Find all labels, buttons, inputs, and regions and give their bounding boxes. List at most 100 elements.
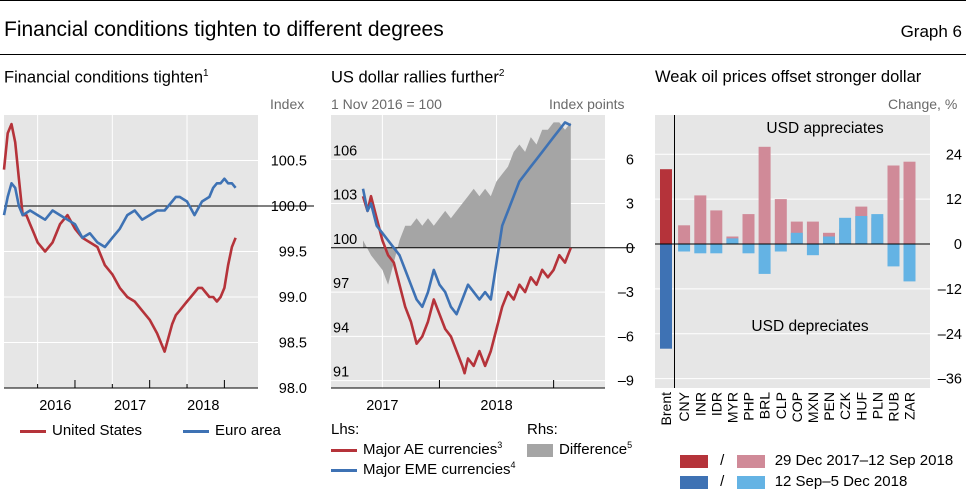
panel3-bar-pen-period2 xyxy=(823,236,835,244)
panel1-y-tick-label: 98.0 xyxy=(279,381,307,397)
panel2-title: US dollar rallies further2 xyxy=(331,68,505,87)
legend-difference: Difference5 xyxy=(527,440,632,458)
panel3-annotation-depreciates: USD depreciates xyxy=(751,318,868,335)
panel3-bar-brent-period1 xyxy=(660,169,672,244)
panel1-y-tick-label: 100.0 xyxy=(271,199,307,215)
panel3-y-tick-label: 12 xyxy=(946,192,962,208)
panel3-y-tick-label: 0 xyxy=(954,237,962,253)
panel3-bar-rub-period1 xyxy=(887,165,900,244)
panel2-y-right-tick-label: 0 xyxy=(626,241,634,257)
panel2-x-tick-label: 2018 xyxy=(480,398,512,414)
legend-swatch-period2-blue xyxy=(680,475,708,489)
panel2-y-left-tick-label: 97 xyxy=(333,276,349,292)
panel2-y-right-tick-label: –6 xyxy=(618,329,634,345)
panel3-x-tick-label: CLP xyxy=(773,392,789,419)
panel3-x-tick-label: ZAR xyxy=(902,392,918,420)
panel3-bar-czk-period2 xyxy=(839,217,852,244)
panel3-bar-brl-period2 xyxy=(758,244,771,274)
legend-swatch-major-eme xyxy=(331,468,357,472)
panel3-bar-pln-period2 xyxy=(871,214,884,244)
panel1-x-tick-label: 2016 xyxy=(39,398,71,414)
panel2-y-left-tick-label: 91 xyxy=(333,365,349,381)
panel1-x-tick-label: 2018 xyxy=(187,398,219,414)
panel3-x-tick-label: PLN xyxy=(869,392,885,419)
panel3-bar-cny-period2 xyxy=(678,244,691,252)
panel1-unit-label: Index xyxy=(270,96,305,112)
legend-swatch-major-ae xyxy=(331,448,357,452)
legend-rhs-label: Rhs: xyxy=(527,421,558,438)
panel3-bar-idr-period2 xyxy=(710,244,723,254)
panel3-x-tick-label: RUB xyxy=(886,392,902,422)
graph-number: Graph 6 xyxy=(900,22,962,41)
panel2-unit-label: Index points xyxy=(549,96,625,112)
legend-lhs-label: Lhs: xyxy=(331,421,360,438)
panel3-bar-idr-period1 xyxy=(710,210,723,245)
panel3-bar-inr-period1 xyxy=(694,195,707,244)
panel3-x-tick-label: PEN xyxy=(821,392,837,421)
panel3-bar-clp-period2 xyxy=(774,244,787,252)
panel3-annotation-appreciates: USD appreciates xyxy=(766,120,883,137)
panel3-x-tick-label: PHP xyxy=(741,392,757,421)
panel3-bar-php-period2 xyxy=(742,244,755,254)
panel3-y-tick-label: –36 xyxy=(938,372,962,388)
header-bottom-rule xyxy=(0,54,966,55)
legend-swatch-euro-area xyxy=(183,429,209,433)
panel3-x-tick-label: MXN xyxy=(805,392,821,423)
panel3-bar-rub-period2 xyxy=(887,244,900,267)
panel1-series-united-states xyxy=(2,122,237,353)
panel3-bar-brl-period1 xyxy=(758,146,771,244)
panel3-x-tick-label: CNY xyxy=(676,391,692,421)
panel2-y-left-tick-label: 103 xyxy=(333,188,357,204)
legend-swatch-united-states xyxy=(20,429,46,433)
panel3-bar-php-period1 xyxy=(742,214,755,244)
panel3-bar-cny-period1 xyxy=(678,225,691,244)
panel2-y-right-tick-label: 3 xyxy=(626,197,634,213)
panel1-x-tick-label: 2017 xyxy=(114,398,146,414)
panel1-title: Financial conditions tighten1 xyxy=(4,68,209,87)
legend-period-1: / 29 Dec 2017–12 Sep 2018 xyxy=(680,452,953,469)
panel2-y-left-tick-label: 100 xyxy=(333,232,357,248)
panel3-bar-cop-period2 xyxy=(790,232,803,244)
panel3-bar-myr-period2 xyxy=(726,238,739,244)
panel3-bar-zar-period2 xyxy=(903,244,916,282)
panel3-x-tick-label: BRL xyxy=(757,392,773,419)
legend-swatch-period1-pink xyxy=(736,454,765,468)
panel1-y-tick-label: 98.5 xyxy=(279,336,307,352)
panel3-x-tick-label: HUF xyxy=(853,392,869,421)
panel3-bar-clp-period1 xyxy=(774,199,787,244)
panel2-base-label: 1 Nov 2016 = 100 xyxy=(331,96,442,112)
panel1-y-tick-label: 99.5 xyxy=(279,245,307,261)
page-title: Financial conditions tighten to differen… xyxy=(4,18,444,41)
legend-period-2: / 12 Sep–5 Dec 2018 xyxy=(680,473,907,490)
panel3-bar-huf-period2 xyxy=(855,216,868,244)
panel3-y-tick-label: –24 xyxy=(938,327,962,343)
panel3-title: Weak oil prices offset stronger dollar xyxy=(655,68,922,86)
panel1-y-tick-label: 99.0 xyxy=(279,290,307,306)
panel3-x-tick-label: IDR xyxy=(708,392,724,416)
panel2-y-left-tick-label: 106 xyxy=(333,143,357,159)
panel1-y-tick-label: 100.5 xyxy=(271,154,307,170)
panel2-series-difference xyxy=(363,122,571,285)
panel3-y-tick-label: –12 xyxy=(938,282,962,298)
panel2-y-right-tick-label: 6 xyxy=(626,152,634,168)
panel2-series-major-eme xyxy=(361,121,572,316)
panel2-y-left-tick-label: 94 xyxy=(333,320,349,336)
panel3-bar-inr-period2 xyxy=(694,244,707,254)
panel3-bar-mxn-period1 xyxy=(806,221,819,244)
panel3-x-tick-label: COP xyxy=(789,392,805,422)
panel1-series-euro-area xyxy=(2,177,237,249)
legend-swatch-difference xyxy=(527,443,553,457)
panel3-x-tick-label: Brent xyxy=(658,392,674,426)
panel3-bar-mxn-period2 xyxy=(806,244,819,256)
legend-swatch-period2-lightblue xyxy=(736,475,765,489)
panel2-y-right-tick-label: –9 xyxy=(618,374,634,390)
panel3-bar-zar-period1 xyxy=(903,161,916,244)
panel2-series-major-ae xyxy=(361,194,573,375)
panel3-y-tick-label: 24 xyxy=(946,147,962,163)
panel3-x-tick-label: INR xyxy=(692,392,708,416)
panel2-y-right-tick-label: –3 xyxy=(618,285,634,301)
legend-major-eme: Major EME currencies4 xyxy=(331,460,516,478)
panel3-x-tick-label: MYR xyxy=(724,392,740,423)
panel2-x-tick-label: 2017 xyxy=(366,398,398,414)
